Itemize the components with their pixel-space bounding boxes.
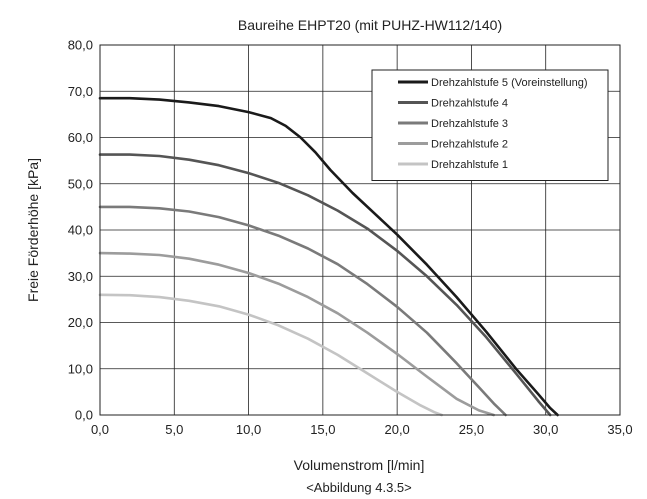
chart-title: Baureihe EHPT20 (mit PUHZ-HW112/140) — [238, 17, 502, 33]
legend-label: Drehzahlstufe 4 — [431, 98, 508, 110]
y-tick-label: 10,0 — [68, 361, 93, 376]
x-tick-label: 5,0 — [165, 422, 183, 437]
legend-label: Drehzahlstufe 3 — [431, 118, 508, 130]
y-tick-label: 20,0 — [68, 315, 93, 330]
x-tick-label: 10,0 — [236, 422, 261, 437]
series-line-2 — [98, 153, 552, 417]
figure-caption: <Abbildung 4.3.5> — [306, 480, 412, 495]
series-line-1 — [98, 96, 559, 417]
x-tick-label: 30,0 — [533, 422, 558, 437]
series-line-3 — [98, 205, 507, 417]
y-tick-label: 80,0 — [68, 38, 93, 53]
x-axis-title: Volumenstrom [l/min] — [294, 457, 425, 473]
y-tick-label: 50,0 — [68, 176, 93, 191]
plot-area-frame — [99, 44, 621, 416]
series-line-5 — [98, 293, 444, 417]
legend-label: Drehzahlstufe 5 (Voreinstellung) — [431, 77, 588, 89]
y-tick-label: 30,0 — [68, 269, 93, 284]
legend-label: Drehzahlstufe 1 — [431, 159, 508, 171]
y-tick-label: 70,0 — [68, 84, 93, 99]
legend-box — [371, 69, 609, 181]
axis-tick-labels: 0,0 5,0 10,0 15,0 20,0 25,0 30,0 35,0 0,0 10,0 20,… — [68, 38, 633, 438]
x-tick-label: 15,0 — [310, 422, 335, 437]
x-tick-label: 20,0 — [384, 422, 409, 437]
x-tick-label: 35,0 — [607, 422, 632, 437]
y-axis-title: Freie Förderhöhe [kPa] — [25, 158, 41, 302]
x-tick-label: 0,0 — [91, 422, 109, 437]
y-tick-label: 0,0 — [75, 408, 93, 423]
y-tick-label: 40,0 — [68, 223, 93, 238]
series-lines — [98, 96, 559, 417]
legend-label: Drehzahlstufe 2 — [431, 139, 508, 151]
x-tick-label: 25,0 — [459, 422, 484, 437]
y-tick-label: 60,0 — [68, 130, 93, 145]
chart-legend: Drehzahlstufe 5 (Voreinstellung) Drehzahl… — [371, 69, 609, 181]
series-line-4 — [98, 251, 496, 417]
